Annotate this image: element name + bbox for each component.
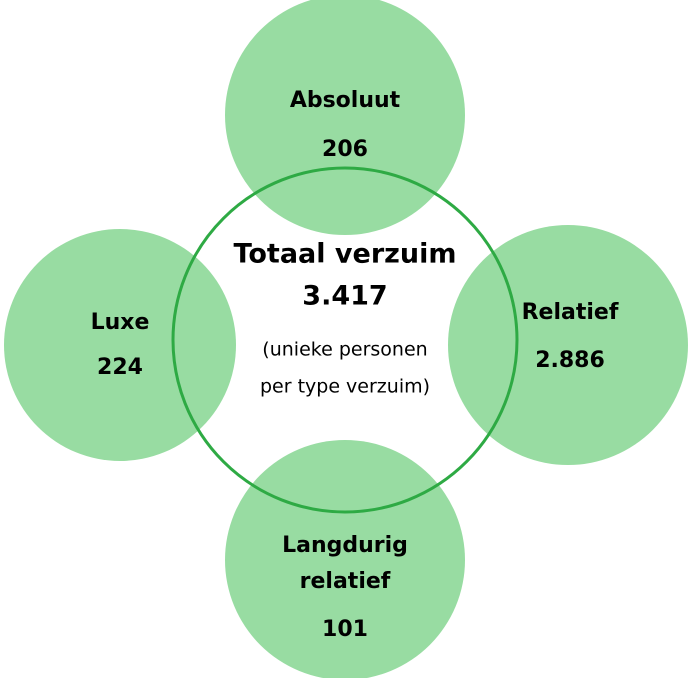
node-circle: [4, 229, 236, 461]
node-value: 2.886: [535, 348, 605, 373]
center-circle-fill: [173, 168, 517, 512]
node-circle: [225, 440, 465, 678]
node-label: Relatief: [522, 300, 619, 325]
node-circle: [448, 225, 688, 465]
center-circle-outline: [171, 166, 519, 514]
node-value: 224: [97, 355, 143, 380]
node-label: relatief: [300, 569, 391, 594]
center-note: (unieke personen: [262, 339, 427, 361]
node-value: 206: [322, 137, 368, 162]
center-note: per type verzuim): [260, 376, 430, 398]
node-label: Absoluut: [290, 88, 401, 113]
center-value: 3.417: [302, 281, 387, 312]
node-label: Luxe: [91, 310, 150, 335]
node-value: 101: [322, 617, 368, 642]
center-title: Totaal verzuim: [234, 239, 457, 270]
node-circle: [225, 0, 465, 235]
node-label: Langdurig: [282, 533, 408, 558]
